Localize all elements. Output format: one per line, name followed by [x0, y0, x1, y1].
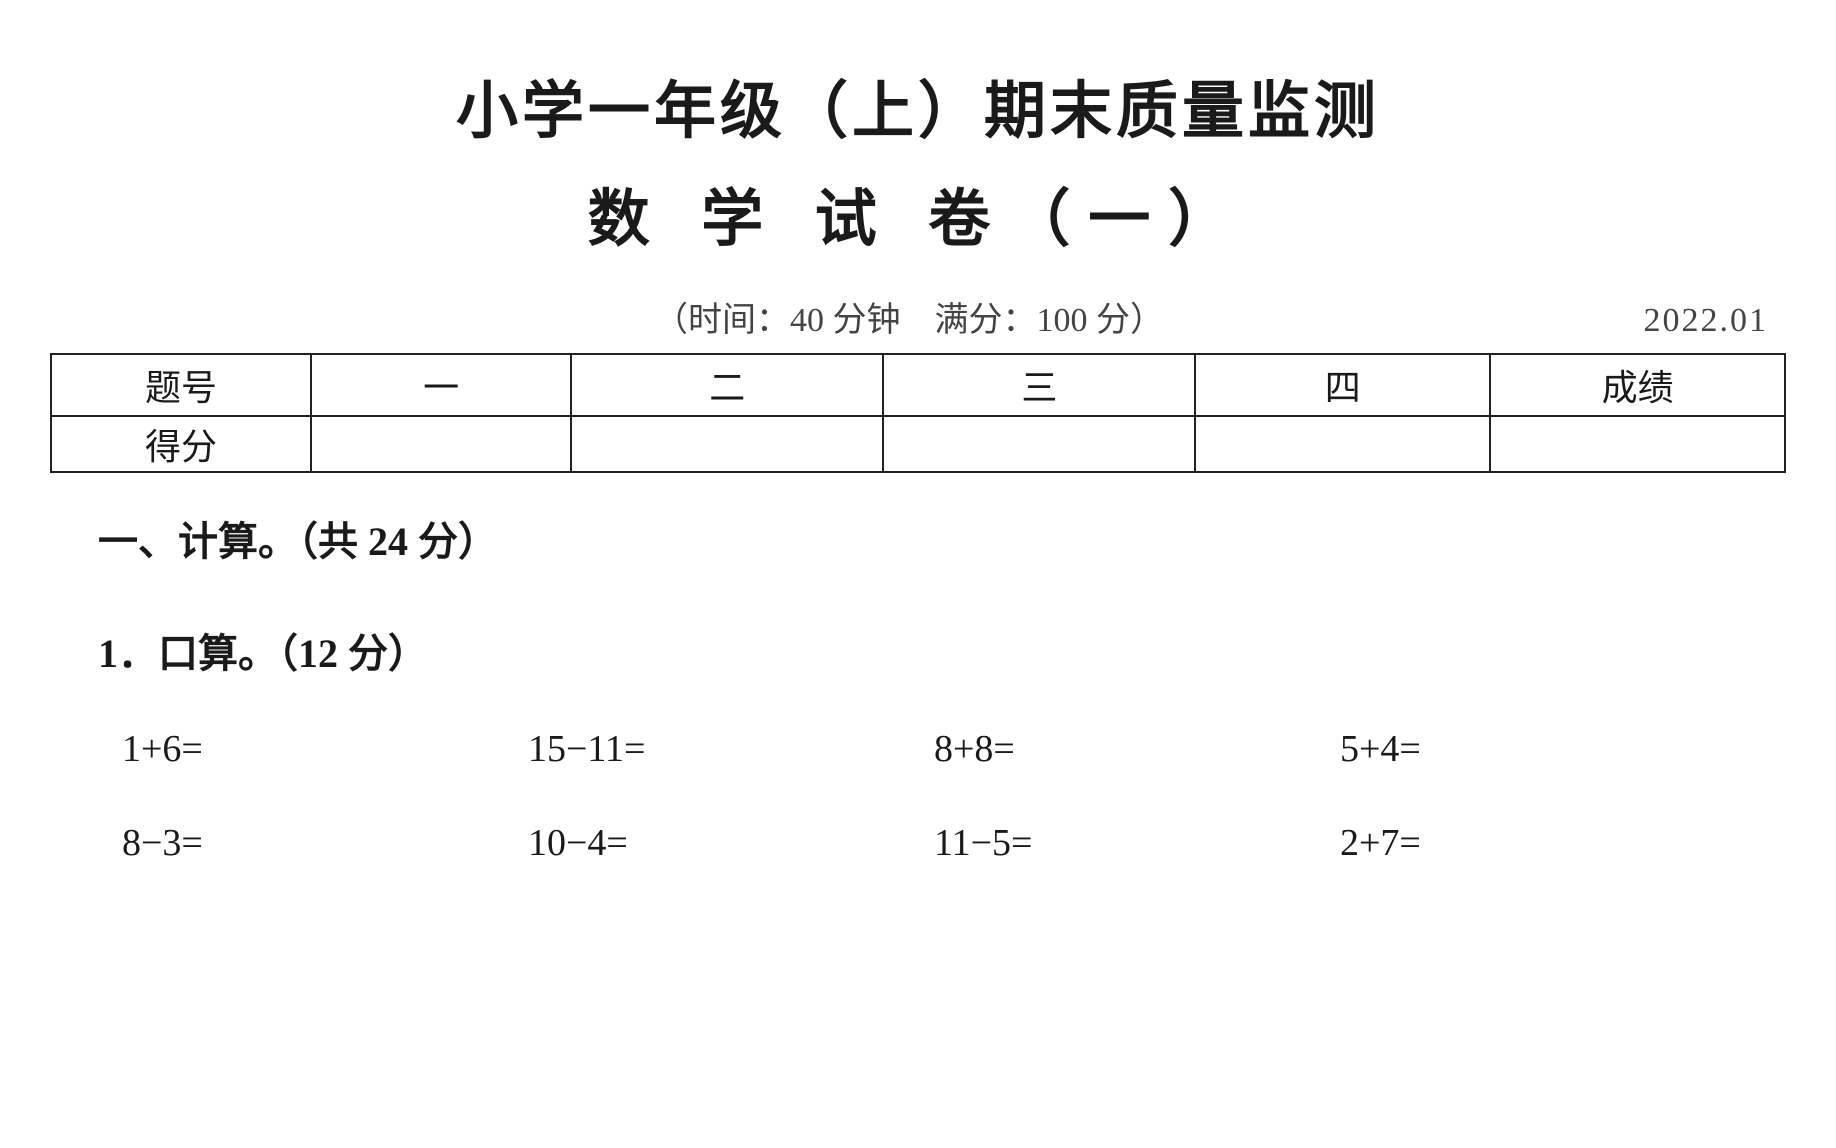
score-cell — [1490, 416, 1785, 472]
score-cell — [883, 416, 1195, 472]
table-row: 得分 — [51, 416, 1785, 472]
score-header-col: 三 — [883, 354, 1195, 416]
score-header-col: 四 — [1195, 354, 1490, 416]
score-cell — [571, 416, 883, 472]
math-problem: 2+7= — [1340, 821, 1746, 865]
exam-title-line1: 小学一年级（上）期末质量监测 — [50, 60, 1786, 150]
exam-title-line2: 数 学 试 卷（一） — [50, 168, 1786, 258]
score-table: 题号 一 二 三 四 成绩 得分 — [50, 353, 1786, 473]
section-1-sub-1-heading: 1．口算。（12 分） — [98, 621, 1786, 679]
math-problem: 5+4= — [1340, 727, 1746, 771]
score-header-col: 二 — [571, 354, 883, 416]
score-header-col: 一 — [311, 354, 571, 416]
exam-title-block: 小学一年级（上）期末质量监测 数 学 试 卷（一） — [50, 60, 1786, 258]
score-cell — [311, 416, 571, 472]
mental-math-grid: 1+6= 15−11= 8+8= 5+4= 8−3= 10−4= 11−5= 2… — [122, 727, 1746, 865]
score-cell — [1195, 416, 1490, 472]
math-problem: 8+8= — [934, 727, 1340, 771]
exam-meta-time-score: （时间：40 分钟 满分：100 分） — [50, 292, 1508, 341]
score-header-label: 题号 — [51, 354, 311, 416]
score-row-label: 得分 — [51, 416, 311, 472]
exam-meta-date: 2022.01 — [1508, 302, 1768, 340]
math-problem: 8−3= — [122, 821, 528, 865]
math-problem: 1+6= — [122, 727, 528, 771]
table-row: 题号 一 二 三 四 成绩 — [51, 354, 1785, 416]
exam-meta-row: （时间：40 分钟 满分：100 分） 2022.01 — [50, 292, 1786, 347]
math-problem: 11−5= — [934, 821, 1340, 865]
math-problem: 15−11= — [528, 727, 934, 771]
math-problem: 10−4= — [528, 821, 934, 865]
section-1-heading: 一、计算。（共 24 分） — [98, 509, 1786, 567]
score-header-col: 成绩 — [1490, 354, 1785, 416]
